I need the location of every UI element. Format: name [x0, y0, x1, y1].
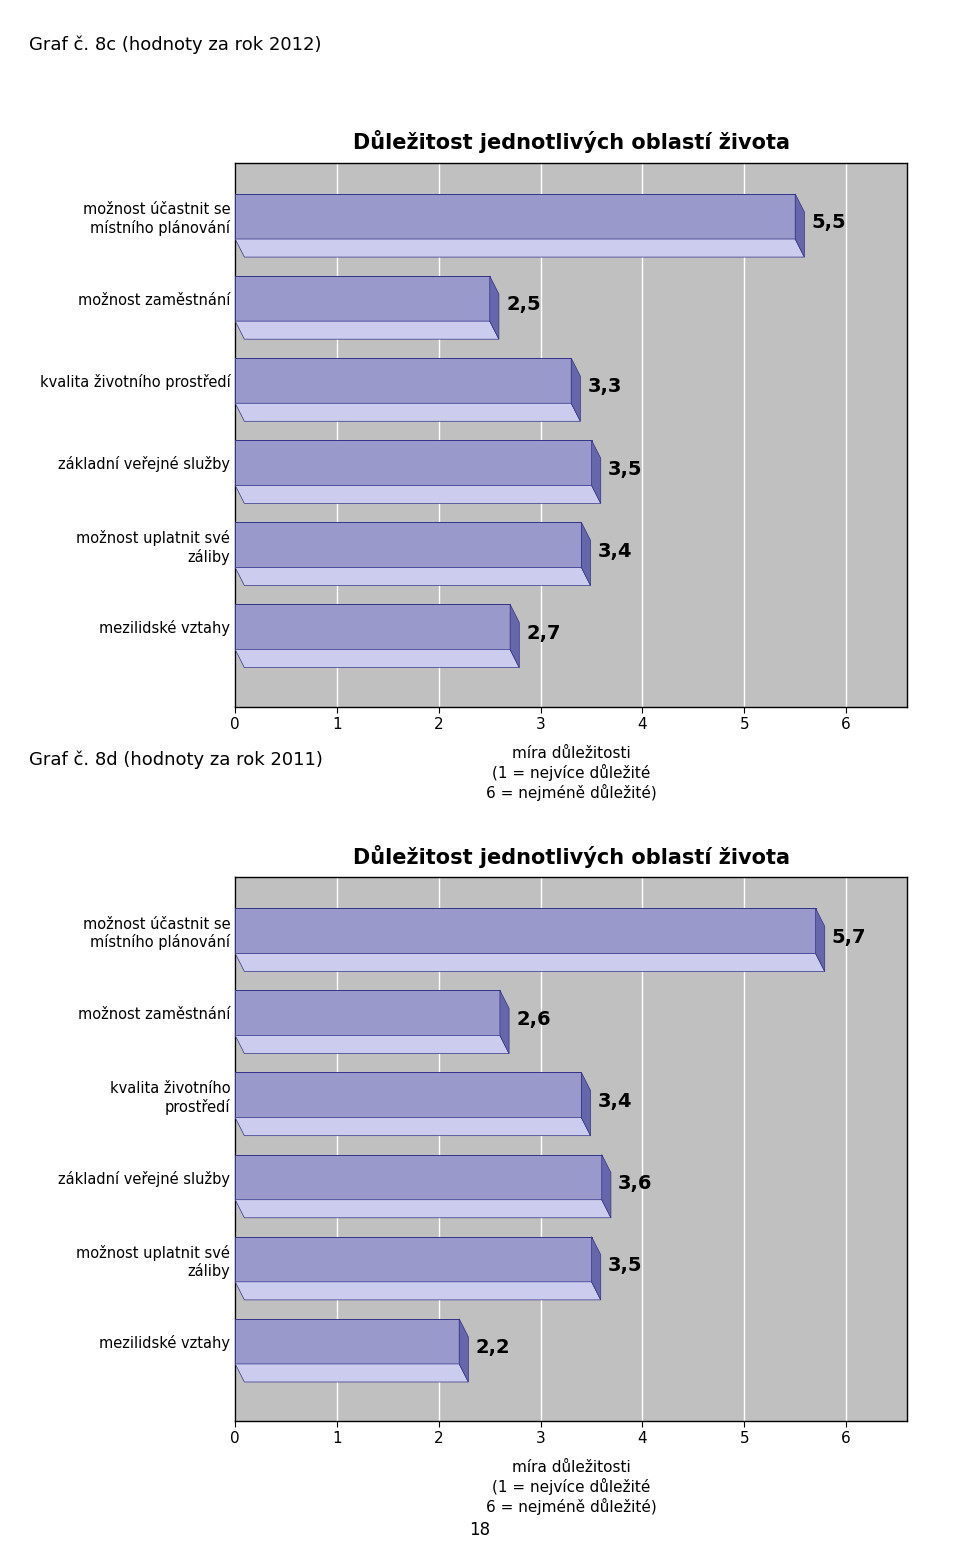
Polygon shape [490, 276, 499, 339]
Bar [235, 991, 500, 1036]
X-axis label: míra důležitosti
(1 = nejvíce důležité
6 = nejméně důležité): míra důležitosti (1 = nejvíce důležité 6… [486, 1460, 657, 1514]
Polygon shape [816, 909, 825, 972]
X-axis label: míra důležitosti
(1 = nejvíce důležité
6 = nejméně důležité): míra důležitosti (1 = nejvíce důležité 6… [486, 745, 657, 800]
Polygon shape [591, 439, 601, 503]
Text: 5,7: 5,7 [832, 927, 866, 947]
Text: 2,7: 2,7 [526, 624, 561, 643]
Polygon shape [459, 1318, 468, 1382]
Text: Graf č. 8c (hodnoty za rok 2012): Graf č. 8c (hodnoty za rok 2012) [29, 36, 322, 54]
Bar [235, 1236, 591, 1281]
Polygon shape [235, 649, 519, 668]
Polygon shape [591, 1236, 601, 1300]
Title: Důležitost jednotlivých oblastí života: Důležitost jednotlivých oblastí života [352, 130, 790, 154]
Bar [235, 1154, 602, 1200]
Polygon shape [582, 522, 590, 585]
Text: 3,5: 3,5 [608, 1256, 642, 1275]
Bar [235, 276, 490, 321]
Polygon shape [235, 1200, 611, 1218]
Text: 18: 18 [469, 1520, 491, 1539]
Polygon shape [582, 1073, 590, 1135]
Text: 3,5: 3,5 [608, 460, 642, 478]
Bar [235, 439, 591, 486]
Polygon shape [235, 954, 825, 972]
Polygon shape [500, 991, 509, 1053]
Text: 3,4: 3,4 [598, 542, 633, 561]
Polygon shape [235, 239, 804, 258]
Polygon shape [510, 604, 519, 668]
Polygon shape [235, 1118, 590, 1135]
Text: Graf č. 8d (hodnoty za rok 2011): Graf č. 8d (hodnoty za rok 2011) [29, 750, 323, 769]
Text: 3,6: 3,6 [618, 1174, 653, 1193]
Polygon shape [235, 321, 499, 339]
Text: 2,2: 2,2 [475, 1339, 510, 1357]
Bar [235, 1073, 582, 1118]
Polygon shape [602, 1154, 611, 1218]
Text: 3,4: 3,4 [598, 1092, 633, 1110]
Polygon shape [235, 567, 590, 585]
Text: 5,5: 5,5 [811, 213, 846, 233]
Title: Důležitost jednotlivých oblastí života: Důležitost jednotlivých oblastí života [352, 845, 790, 868]
Polygon shape [235, 1281, 601, 1300]
Bar [235, 1318, 459, 1364]
Bar [235, 604, 510, 649]
Text: 2,6: 2,6 [516, 1009, 551, 1028]
Bar [235, 522, 582, 567]
Polygon shape [235, 404, 581, 421]
Polygon shape [795, 194, 804, 258]
Bar [235, 359, 571, 404]
Bar [235, 194, 795, 239]
Polygon shape [235, 486, 601, 503]
Polygon shape [235, 1364, 468, 1382]
Polygon shape [235, 1036, 509, 1053]
Text: 2,5: 2,5 [506, 295, 540, 314]
Polygon shape [571, 359, 581, 421]
Text: 3,3: 3,3 [588, 377, 622, 396]
Bar [235, 909, 816, 954]
